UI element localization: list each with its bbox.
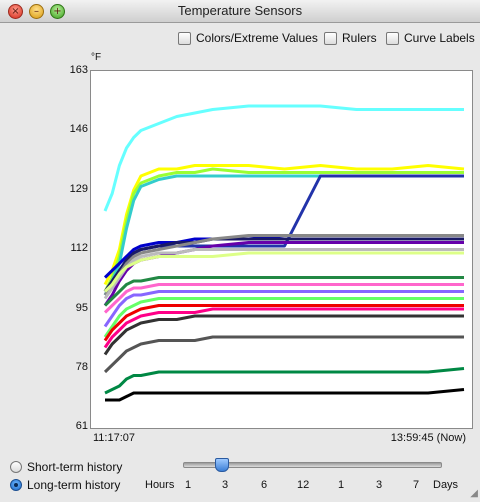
scale-tick: 7 [413,479,420,491]
time-start-label: 11:17:07 [93,432,136,444]
title-bar: × – + Temperature Sensors [0,0,480,23]
display-options: Colors/Extreme Values Rulers Curve Label… [0,31,480,49]
days-label: Days [433,479,459,491]
y-tick-label: 61 [75,420,88,432]
checkbox-icon [386,31,399,45]
hours-label: Hours [145,479,175,491]
slider-thumb[interactable] [215,458,229,472]
radio-icon [10,461,22,473]
sensor-series-line-8 [103,234,464,296]
scale-tick: 3 [222,479,229,491]
minimize-icon: – [34,6,39,17]
window-title: Temperature Sensors [177,3,303,18]
curve-labels-checkbox[interactable]: Curve Labels [386,31,475,45]
sensor-series-line-18 [103,314,464,356]
curve-labels-label: Curve Labels [404,31,475,45]
sensor-series-line-17 [103,307,464,349]
long-term-history-label: Long-term history [27,478,121,492]
time-scale-slider[interactable] [183,462,442,468]
y-tick-label: 129 [69,183,88,195]
scale-tick: 1 [185,479,192,491]
scale-tick: 12 [297,479,310,491]
zoom-button[interactable]: + [50,4,65,19]
y-tick-label: 78 [75,361,88,373]
close-button[interactable]: × [8,4,23,19]
sensor-series-line-13 [103,283,464,314]
radio-selected-icon [10,479,22,491]
y-tick-label: 163 [69,64,88,76]
y-tick-label: 146 [69,123,88,135]
temperature-chart [90,70,473,429]
short-term-history-radio[interactable]: Short-term history [10,460,122,474]
colors-extreme-values-label: Colors/Extreme Values [196,31,318,45]
checkbox-icon [324,31,337,45]
short-term-history-label: Short-term history [27,460,123,474]
y-tick-label: 112 [70,242,88,254]
time-end-label: 13:59:45 (Now) [390,432,466,444]
sensor-series-line-19 [103,335,464,374]
sensor-series-line-11 [103,251,464,293]
scale-tick: 1 [338,479,345,491]
colors-extreme-values-checkbox[interactable]: Colors/Extreme Values [178,31,318,45]
scale-tick: 3 [376,479,383,491]
y-tick-label: 95 [75,302,88,314]
scale-tick: 6 [261,479,268,491]
checkbox-icon [178,31,191,45]
y-axis-unit: °F [91,52,102,63]
long-term-history-radio[interactable]: Long-term history [10,478,120,492]
sensor-series-line-14 [103,290,464,328]
close-icon: × [11,6,20,17]
sensor-series-line-3 [103,167,464,293]
rulers-label: Rulers [342,31,377,45]
sensor-series-line-21 [105,388,465,402]
sensor-series-line-15 [103,297,464,338]
rulers-checkbox[interactable]: Rulers [324,31,377,45]
sensor-series-line-12 [103,276,464,307]
sensor-series-line-1 [103,104,464,212]
chart-plot [103,104,465,402]
minimize-button[interactable]: – [29,4,44,19]
resize-grip-icon[interactable]: ◢ [470,488,478,499]
sensor-series-line-20 [104,367,465,395]
zoom-icon: + [53,6,62,17]
sensor-series-line-2 [103,164,465,286]
sensor-series-line-16 [103,304,464,342]
